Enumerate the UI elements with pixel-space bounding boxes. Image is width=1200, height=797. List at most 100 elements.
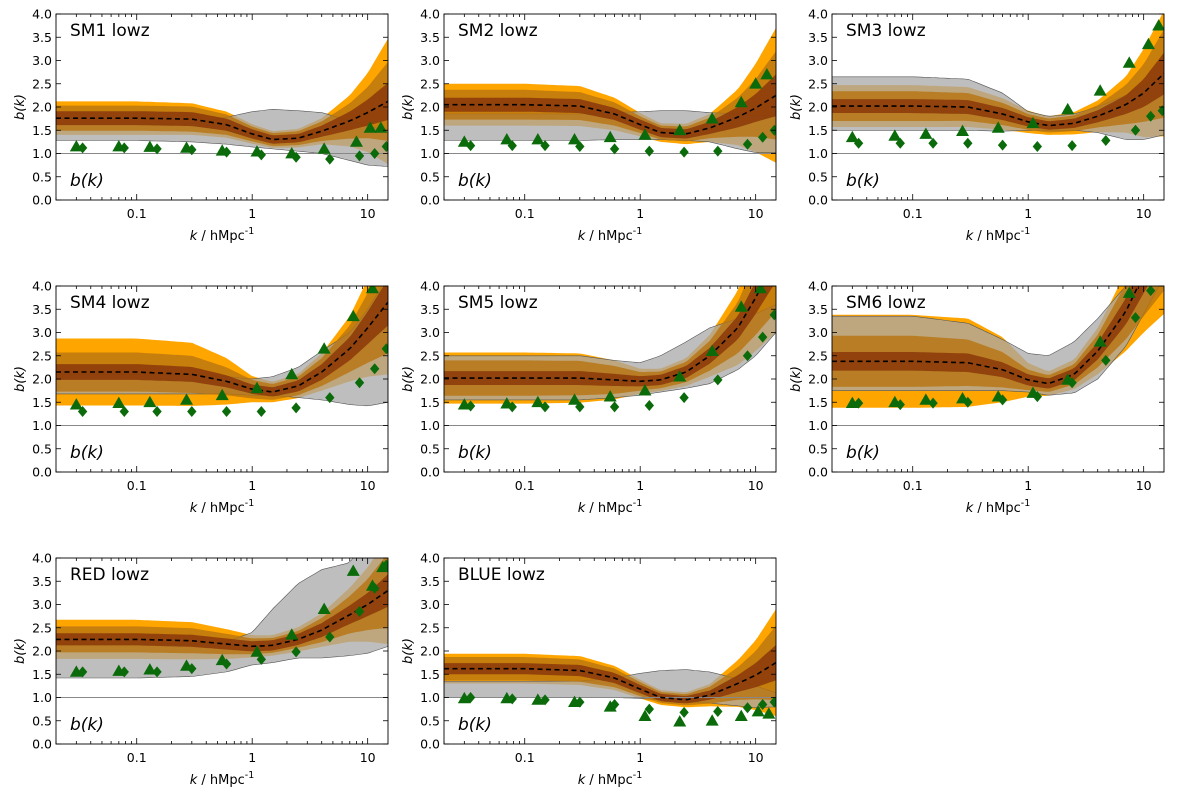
y-tick-label: 0.5 xyxy=(420,169,440,184)
y-tick-label: 3.0 xyxy=(32,325,52,340)
diamond-marker xyxy=(381,559,388,571)
y-axis-label: b(k) xyxy=(789,94,804,120)
diamond-marker xyxy=(575,141,585,153)
y-tick-label: 3.5 xyxy=(32,302,52,317)
y-tick-label: 3.0 xyxy=(420,325,440,340)
y-tick-label: 0.0 xyxy=(420,737,440,752)
diamond-marker xyxy=(465,692,476,703)
y-tick-label: 0.5 xyxy=(420,713,440,728)
y-tick-label: 3.5 xyxy=(32,574,52,589)
triangle-marker xyxy=(376,266,389,277)
diamond-marker xyxy=(679,146,689,158)
diamond-marker xyxy=(575,696,585,708)
y-tick-label: 4.0 xyxy=(32,551,52,566)
band-inner xyxy=(444,74,776,139)
triangle-marker xyxy=(317,602,331,615)
triangle-marker xyxy=(751,704,765,717)
panel-3: SM4 lowz b(k) 0.0 0.5 1.0 1.5 2.0 2.5 3.0 3.5 4.0 0… xyxy=(13,266,389,516)
diamond-marker xyxy=(757,698,768,710)
inset-label: b(k) xyxy=(846,443,880,463)
x-tick-label: 0.1 xyxy=(515,750,535,765)
band-inner xyxy=(56,574,388,652)
y-tick-label: 1.0 xyxy=(808,146,828,161)
diamond-marker xyxy=(1032,391,1043,403)
panel-1: SM2 lowz b(k) 0.0 0.5 1.0 1.5 2.0 2.5 3.0 3.5 4.0 0… xyxy=(401,7,777,244)
triangle-marker xyxy=(317,142,331,154)
y-tick-label: 1.0 xyxy=(32,146,52,161)
y-tick-label: 1.0 xyxy=(420,418,440,433)
x-axis-label: k / hMpc-1 xyxy=(578,770,643,788)
diamond-marker xyxy=(187,663,197,675)
diamond-marker xyxy=(1157,105,1164,117)
y-tick-label: 1.0 xyxy=(808,418,828,433)
triangle-marker xyxy=(250,645,264,657)
triangle-marker xyxy=(888,129,902,141)
y-tick-label: 0.0 xyxy=(808,193,828,208)
triangle-marker xyxy=(1026,116,1040,129)
triangle-marker xyxy=(285,367,299,380)
y-tick-label: 3.5 xyxy=(808,30,828,45)
diamond-marker xyxy=(152,143,162,155)
x-tick-label: 1 xyxy=(248,750,256,765)
triangle-marker xyxy=(363,121,377,133)
triangle-marker xyxy=(1152,19,1164,31)
panel-title: SM3 lowz xyxy=(846,21,926,41)
y-tick-label: 0.5 xyxy=(32,713,52,728)
diamond-marker xyxy=(713,145,723,157)
x-tick-label: 1 xyxy=(248,478,256,493)
median-line xyxy=(56,589,388,648)
x-tick-label: 0.1 xyxy=(127,750,147,765)
diamond-marker xyxy=(291,646,301,658)
band-inner xyxy=(56,82,388,144)
triangle-marker xyxy=(1122,56,1136,68)
y-tick-label: 0.0 xyxy=(808,465,828,480)
x-tick-label: 0.1 xyxy=(127,478,147,493)
diamond-marker xyxy=(119,406,129,418)
inset-label: b(k) xyxy=(458,443,492,463)
diamond-marker xyxy=(540,694,550,706)
diamond-marker xyxy=(381,343,388,355)
panel-7: BLUE lowz b(k) 0.0 0.5 1.0 1.5 2.0 2.5 3.0 3.5 4.0… xyxy=(401,551,777,788)
y-tick-label: 1.5 xyxy=(420,123,440,138)
triangle-marker xyxy=(568,393,582,405)
y-tick-label: 4.0 xyxy=(32,279,52,294)
panel-title: BLUE lowz xyxy=(458,565,545,585)
diamond-marker xyxy=(354,377,365,389)
y-tick-label: 0.5 xyxy=(32,441,52,456)
y-tick-label: 1.5 xyxy=(420,667,440,682)
y-tick-label: 1.5 xyxy=(32,667,52,682)
median-line xyxy=(444,94,776,135)
y-axis-label: b(k) xyxy=(401,366,416,392)
triangle-marker xyxy=(603,390,617,402)
triangle-marker xyxy=(845,396,859,409)
y-tick-label: 4.0 xyxy=(420,7,440,22)
x-tick-label: 10 xyxy=(360,750,376,765)
diamond-marker xyxy=(742,350,753,362)
triangle-marker xyxy=(764,270,777,281)
triangle-marker xyxy=(673,715,687,727)
diamond-marker xyxy=(644,400,655,412)
diamond-marker xyxy=(609,401,620,413)
triangle-marker xyxy=(346,564,360,576)
triangle-marker xyxy=(69,398,83,410)
y-tick-label: 2.5 xyxy=(808,348,828,363)
triangle-marker xyxy=(376,560,388,573)
panel-5: SM6 lowz b(k) 0.0 0.5 1.0 1.5 2.0 2.5 3.0 3.5 4.0 0… xyxy=(789,279,1165,516)
diamond-marker xyxy=(119,666,129,678)
y-tick-label: 2.5 xyxy=(420,620,440,635)
inset-label: b(k) xyxy=(70,171,104,191)
triangle-marker xyxy=(143,395,157,408)
triangle-marker xyxy=(500,133,514,145)
diamond-marker xyxy=(1067,140,1077,152)
band-inner xyxy=(832,52,1164,130)
triangle-marker xyxy=(457,691,471,704)
x-tick-label: 0.1 xyxy=(515,206,535,221)
diamond-marker xyxy=(679,706,689,718)
panel-2: SM3 lowz b(k) 0.0 0.5 1.0 1.5 2.0 2.5 3.0 3.5 4.0 0… xyxy=(789,7,1165,244)
diamond-marker xyxy=(928,137,938,149)
inset-label: b(k) xyxy=(458,171,492,191)
y-tick-label: 0.0 xyxy=(32,193,52,208)
triangle-marker xyxy=(1061,102,1075,115)
panel-0: SM1 lowz b(k) 0.0 0.5 1.0 1.5 2.0 2.5 3.0 3.5 4.0 0… xyxy=(13,7,389,244)
triangle-marker xyxy=(638,709,652,721)
